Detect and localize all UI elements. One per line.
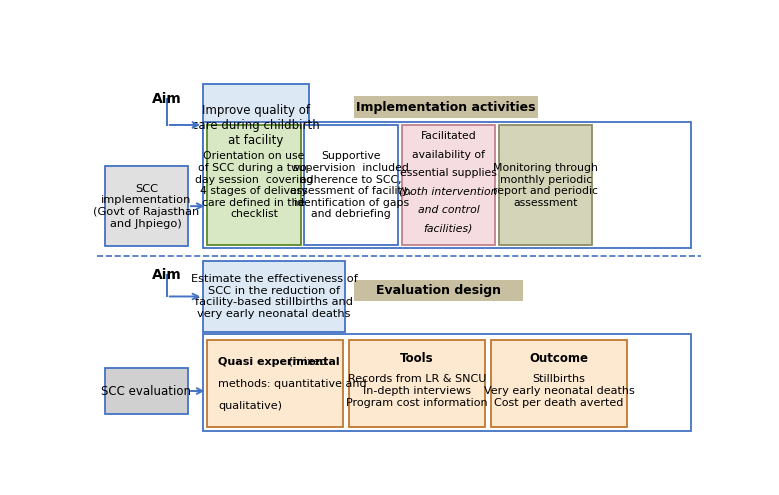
Text: Records from LR & SNCU
In-depth interviews
Program cost information: Records from LR & SNCU In-depth intervie… — [346, 374, 488, 407]
FancyBboxPatch shape — [207, 125, 301, 246]
FancyBboxPatch shape — [104, 166, 188, 246]
FancyBboxPatch shape — [203, 334, 691, 431]
Text: availability of: availability of — [412, 150, 485, 160]
Text: Monitoring through
monthly periodic
report and periodic
assessment: Monitoring through monthly periodic repo… — [493, 163, 598, 208]
Text: Aim: Aim — [152, 93, 182, 106]
Text: (mixed: (mixed — [285, 357, 328, 367]
FancyBboxPatch shape — [402, 125, 495, 246]
Text: (both intervention: (both intervention — [399, 187, 498, 197]
FancyBboxPatch shape — [354, 281, 523, 301]
Text: Facilitated: Facilitated — [421, 131, 476, 142]
Text: Quasi experimental: Quasi experimental — [218, 357, 340, 367]
FancyBboxPatch shape — [203, 261, 345, 332]
Text: Outcome: Outcome — [530, 352, 588, 365]
Text: essential supplies: essential supplies — [400, 168, 497, 178]
Text: Estimate the effectiveness of
SCC in the reduction of
facility-based stillbirths: Estimate the effectiveness of SCC in the… — [191, 274, 358, 319]
Text: qualitative): qualitative) — [218, 401, 282, 411]
FancyBboxPatch shape — [207, 340, 343, 427]
Text: facilities): facilities) — [424, 224, 473, 234]
FancyBboxPatch shape — [305, 125, 398, 246]
Text: Evaluation design: Evaluation design — [376, 285, 501, 297]
FancyBboxPatch shape — [203, 84, 308, 166]
FancyBboxPatch shape — [203, 122, 691, 248]
Text: Implementation activities: Implementation activities — [356, 101, 536, 114]
Text: Tools: Tools — [400, 352, 434, 365]
FancyBboxPatch shape — [491, 340, 627, 427]
FancyBboxPatch shape — [349, 340, 485, 427]
Text: SCC evaluation: SCC evaluation — [101, 385, 192, 397]
Text: Stillbirths
Very early neonatal deaths
Cost per death averted: Stillbirths Very early neonatal deaths C… — [484, 374, 634, 407]
Text: and control: and control — [418, 205, 479, 215]
Text: Supportive
supervision  included
adherence to SCC,
assessment of facility,
ident: Supportive supervision included adherenc… — [291, 151, 412, 219]
Text: SCC
implementation
(Govt of Rajasthan
and Jhpiego): SCC implementation (Govt of Rajasthan an… — [93, 184, 199, 229]
Text: Aim: Aim — [152, 268, 182, 282]
Text: methods: quantitative and: methods: quantitative and — [218, 379, 367, 389]
Text: Orientation on use
of SCC during a two-
day session  covering
4 stages of delive: Orientation on use of SCC during a two- … — [195, 151, 313, 219]
FancyBboxPatch shape — [354, 97, 538, 118]
FancyBboxPatch shape — [499, 125, 593, 246]
Text: Improve quality of
care during childbirth
at facility: Improve quality of care during childbirt… — [192, 103, 319, 147]
FancyBboxPatch shape — [104, 368, 188, 414]
